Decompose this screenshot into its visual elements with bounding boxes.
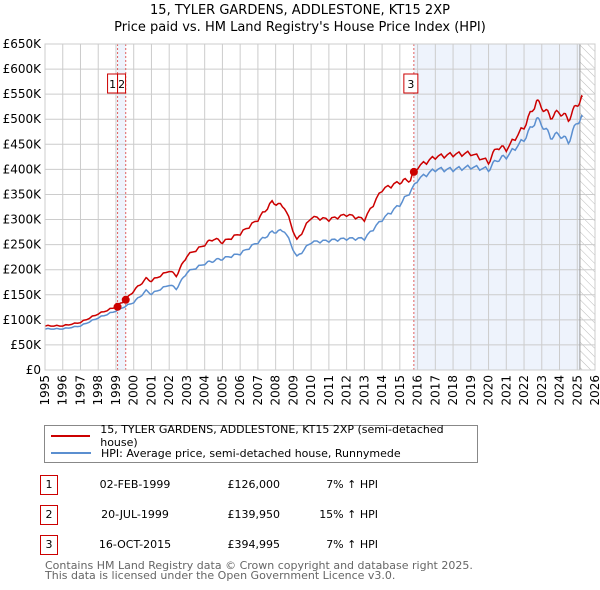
sale-point bbox=[121, 295, 130, 304]
x-tick-label: 2016 bbox=[411, 375, 425, 406]
x-tick-label: 2003 bbox=[180, 375, 194, 406]
x-tick-label: 2009 bbox=[286, 375, 300, 406]
shaded-period bbox=[117, 44, 126, 370]
sale-label-box bbox=[403, 73, 419, 94]
y-tick-label: £200K bbox=[3, 263, 43, 277]
x-tick-label: 1999 bbox=[109, 375, 123, 406]
legend-swatch-red bbox=[51, 435, 91, 437]
y-tick-label: £300K bbox=[3, 213, 43, 227]
legend-label: HPI: Average price, semi-detached house,… bbox=[101, 446, 401, 460]
y-tick-label: £250K bbox=[3, 238, 43, 252]
hpi-line bbox=[44, 114, 584, 330]
x-tick-label: 2001 bbox=[144, 375, 158, 406]
y-tick-label: £0 bbox=[26, 363, 41, 377]
x-tick-label: 2015 bbox=[393, 375, 407, 406]
shaded-period bbox=[413, 44, 580, 370]
property-price-line bbox=[44, 94, 584, 327]
legend-label: 15, TYLER GARDENS, ADDLESTONE, KT15 2XP … bbox=[100, 423, 444, 449]
transaction-row: 1 02-FEB-1999 £126,000 7% ↑ HPI bbox=[40, 475, 440, 495]
y-tick-label: £600K bbox=[3, 62, 43, 76]
transaction-number: 1 bbox=[40, 475, 58, 495]
price-chart: £0 £50K £100K £150K £200K £250K £300K £350K £400… bbox=[3, 37, 600, 406]
legend-item-property: 15, TYLER GARDENS, ADDLESTONE, KT15 2XP … bbox=[45, 423, 477, 449]
transaction-hpi: 7% ↑ HPI bbox=[326, 538, 378, 551]
x-tick-label: 2023 bbox=[535, 375, 549, 406]
x-tick-label: 1998 bbox=[91, 375, 105, 406]
x-tick-label: 2017 bbox=[428, 375, 442, 406]
x-tick-label: 2000 bbox=[127, 375, 141, 406]
y-tick-label: £50K bbox=[10, 338, 42, 352]
x-tick-label: 2012 bbox=[340, 375, 354, 406]
x-tick-label: 2014 bbox=[375, 375, 389, 406]
transaction-date: 16-OCT-2015 bbox=[98, 538, 172, 551]
x-tick-label: 2019 bbox=[464, 375, 478, 406]
x-tick-label: 2002 bbox=[162, 375, 176, 406]
x-tick-label: 2005 bbox=[215, 375, 229, 406]
y-tick-label: £150K bbox=[3, 288, 43, 302]
legend: 15, TYLER GARDENS, ADDLESTONE, KT15 2XP … bbox=[44, 423, 478, 463]
x-tick-label: 2013 bbox=[357, 375, 371, 406]
x-tick-label: 2008 bbox=[269, 375, 283, 406]
legend-item-hpi: HPI: Average price, semi-detached house,… bbox=[45, 445, 401, 461]
plot-border bbox=[44, 43, 596, 371]
transaction-date: 20-JUL-1999 bbox=[101, 508, 169, 521]
y-tick-label: £400K bbox=[3, 162, 43, 176]
x-tick-label: 1996 bbox=[56, 375, 70, 406]
x-tick-label: 2022 bbox=[517, 375, 531, 406]
y-tick-label: £100K bbox=[3, 313, 43, 327]
sale-label-box bbox=[117, 73, 127, 94]
transaction-row: 3 16-OCT-2015 £394,995 7% ↑ HPI bbox=[40, 535, 440, 555]
x-tick-label: 2004 bbox=[198, 375, 212, 406]
transaction-number: 3 bbox=[40, 535, 58, 555]
footer-copyright: Contains HM Land Registry data © Crown c… bbox=[45, 559, 473, 572]
transaction-price: £394,995 bbox=[227, 538, 281, 551]
y-tick-label: £350K bbox=[3, 187, 43, 201]
sale-label: 1 bbox=[109, 78, 116, 91]
sale-label: 3 bbox=[407, 78, 414, 91]
chart-title: 15, TYLER GARDENS, ADDLESTONE, KT15 2XP bbox=[150, 3, 450, 18]
y-tick-label: £550K bbox=[3, 87, 43, 101]
sale-point bbox=[409, 167, 418, 176]
transaction-hpi: 15% ↑ HPI bbox=[319, 508, 378, 521]
x-tick-label: 2021 bbox=[499, 375, 513, 406]
sale-point bbox=[113, 302, 122, 311]
transaction-row: 2 20-JUL-1999 £139,950 15% ↑ HPI bbox=[40, 505, 440, 525]
x-tick-label: 2025 bbox=[570, 375, 584, 406]
transaction-price: £139,950 bbox=[227, 508, 281, 521]
transaction-price: £126,000 bbox=[227, 478, 281, 491]
chart-subtitle: Price paid vs. HM Land Registry's House … bbox=[114, 20, 486, 35]
transaction-hpi: 7% ↑ HPI bbox=[326, 478, 378, 491]
transaction-date: 02-FEB-1999 bbox=[99, 478, 171, 491]
x-tick-label: 2006 bbox=[233, 375, 247, 406]
footer-licence: This data is licensed under the Open Gov… bbox=[45, 569, 396, 582]
y-tick-label: £500K bbox=[3, 112, 43, 126]
x-tick-label: 1995 bbox=[38, 375, 52, 406]
x-tick-label: 2024 bbox=[553, 375, 567, 406]
x-tick-label: 2026 bbox=[588, 375, 600, 406]
y-tick-label: £650K bbox=[3, 37, 43, 51]
x-tick-label: 2011 bbox=[322, 375, 336, 406]
x-tick-label: 2018 bbox=[446, 375, 460, 406]
x-tick-label: 1997 bbox=[73, 375, 87, 406]
future-hatch bbox=[579, 44, 595, 370]
x-tick-label: 2010 bbox=[304, 375, 318, 406]
y-tick-label: £450K bbox=[3, 137, 43, 151]
legend-swatch-blue bbox=[51, 452, 91, 454]
transaction-number: 2 bbox=[40, 505, 58, 525]
x-tick-label: 2007 bbox=[251, 375, 265, 406]
x-tick-label: 2020 bbox=[482, 375, 496, 406]
sale-label: 2 bbox=[118, 78, 125, 91]
